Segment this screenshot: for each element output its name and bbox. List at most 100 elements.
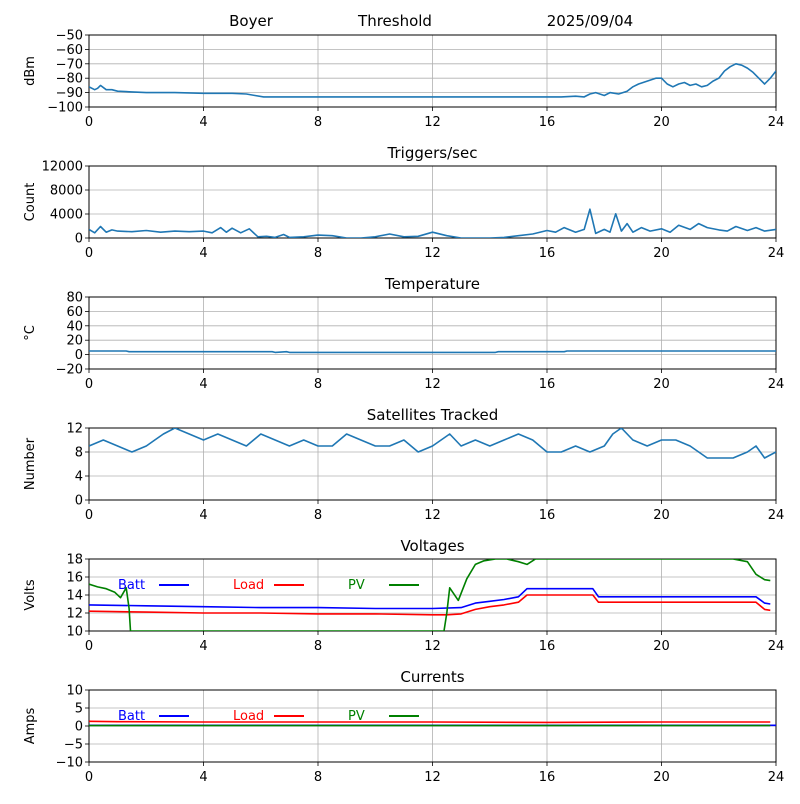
x-tick-label: 12 — [424, 246, 441, 261]
y-tick-label: 12000 — [42, 160, 83, 175]
panel-title: Triggers/sec — [387, 144, 478, 162]
y-tick-label: −60 — [56, 43, 83, 58]
y-tick-label: 0 — [75, 720, 83, 735]
y-tick-label: 8000 — [50, 184, 83, 199]
header-date: 2025/09/04 — [547, 12, 633, 30]
y-tick-label: 0 — [75, 348, 83, 363]
x-tick-label: 16 — [539, 508, 556, 523]
x-tick-label: 8 — [314, 770, 322, 785]
y-tick-label: −90 — [56, 86, 83, 101]
y-axis-label: Volts — [23, 579, 38, 611]
x-tick-label: 4 — [199, 639, 207, 654]
x-tick-label: 8 — [314, 377, 322, 392]
legend-label-load: Load — [233, 709, 264, 724]
x-tick-label: 0 — [85, 377, 93, 392]
y-axis-label: Amps — [23, 707, 38, 744]
series-line-1 — [89, 428, 776, 459]
y-tick-label: −10 — [56, 756, 83, 771]
series-line-pv — [89, 559, 771, 631]
x-tick-label: 8 — [314, 639, 322, 654]
series-line-1 — [89, 350, 776, 354]
series-line-1 — [89, 62, 776, 98]
legend-label-pv: PV — [348, 709, 365, 724]
y-tick-label: 14 — [66, 589, 83, 604]
y-tick-label: 60 — [66, 305, 83, 320]
x-tick-label: 4 — [199, 508, 207, 523]
y-tick-label: 0 — [75, 232, 83, 247]
panel-frame — [88, 165, 777, 239]
y-tick-label: 5 — [75, 702, 83, 717]
x-tick-label: 16 — [539, 639, 556, 654]
y-tick-label: 20 — [66, 334, 83, 349]
y-tick-label: 10 — [66, 684, 83, 699]
series-line-load — [89, 594, 771, 616]
x-tick-label: 12 — [424, 115, 441, 130]
x-tick-label: 24 — [768, 377, 785, 392]
x-tick-label: 20 — [653, 115, 670, 130]
x-tick-label: 24 — [768, 639, 785, 654]
panel-title: Currents — [400, 668, 464, 686]
panel-4: 0 4 8 12 16 20 24 0 4 8 12 Satellites Tracked Number — [23, 406, 784, 523]
x-tick-label: 24 — [768, 246, 785, 261]
x-tick-label: 0 — [85, 246, 93, 261]
y-axis-label: °C — [23, 325, 38, 341]
y-tick-label: −70 — [56, 57, 83, 72]
y-tick-label: 12 — [66, 607, 83, 622]
x-tick-label: 16 — [539, 377, 556, 392]
y-tick-label: −5 — [64, 738, 83, 753]
x-tick-label: 16 — [539, 770, 556, 785]
y-tick-label: 4000 — [50, 208, 83, 223]
header-mode: Threshold — [357, 12, 432, 30]
y-tick-label: 80 — [66, 291, 83, 306]
y-tick-label: 10 — [66, 625, 83, 640]
x-tick-label: 4 — [199, 115, 207, 130]
x-tick-label: 20 — [653, 639, 670, 654]
series-line-load — [89, 720, 771, 724]
y-axis-label: Number — [23, 437, 38, 490]
x-tick-label: 0 — [85, 508, 93, 523]
legend-label-batt: Batt — [118, 709, 145, 724]
y-tick-label: 18 — [66, 553, 83, 568]
x-tick-label: 16 — [539, 246, 556, 261]
x-tick-label: 0 — [85, 770, 93, 785]
legend-label-load: Load — [233, 578, 264, 593]
x-tick-label: 4 — [199, 246, 207, 261]
x-tick-label: 20 — [653, 770, 670, 785]
panel-title: Voltages — [400, 537, 464, 555]
x-tick-label: 8 — [314, 115, 322, 130]
x-tick-label: 20 — [653, 508, 670, 523]
y-tick-label: 16 — [66, 571, 83, 586]
y-tick-label: 40 — [66, 319, 83, 334]
x-tick-label: 16 — [539, 115, 556, 130]
x-tick-label: 4 — [199, 377, 207, 392]
x-tick-label: 0 — [85, 639, 93, 654]
legend-label-pv: PV — [348, 578, 365, 593]
y-axis-label: Count — [23, 183, 38, 222]
x-tick-label: 20 — [653, 246, 670, 261]
series-line-batt — [89, 587, 771, 610]
panel-6: 0 4 8 12 16 20 24 −10 −5 0 5 10 Batt Load PV Currents Am… — [23, 668, 784, 785]
x-tick-label: 24 — [768, 508, 785, 523]
series-line-1 — [89, 208, 776, 238]
panel-2: 0 4 8 12 16 20 24 0 4000 8000 12000 Triggers/sec Cou… — [23, 144, 784, 261]
panel-5: 0 4 8 12 16 20 24 10 12 14 16 18 Batt Load PV Voltages V… — [23, 537, 784, 654]
x-tick-label: 8 — [314, 508, 322, 523]
panel-frame — [88, 427, 777, 501]
y-tick-label: 12 — [66, 422, 83, 437]
x-tick-label: 8 — [314, 246, 322, 261]
x-tick-label: 12 — [424, 377, 441, 392]
x-tick-label: 12 — [424, 770, 441, 785]
y-tick-label: −80 — [56, 72, 83, 87]
x-tick-label: 24 — [768, 770, 785, 785]
x-tick-label: 20 — [653, 377, 670, 392]
x-tick-label: 4 — [199, 770, 207, 785]
x-tick-label: 0 — [85, 115, 93, 130]
y-axis-label: dBm — [23, 56, 38, 86]
y-tick-label: 4 — [75, 470, 83, 485]
x-tick-label: 24 — [768, 115, 785, 130]
panel-frame — [88, 296, 777, 370]
y-tick-label: −50 — [56, 29, 83, 44]
y-tick-label: 0 — [75, 494, 83, 509]
